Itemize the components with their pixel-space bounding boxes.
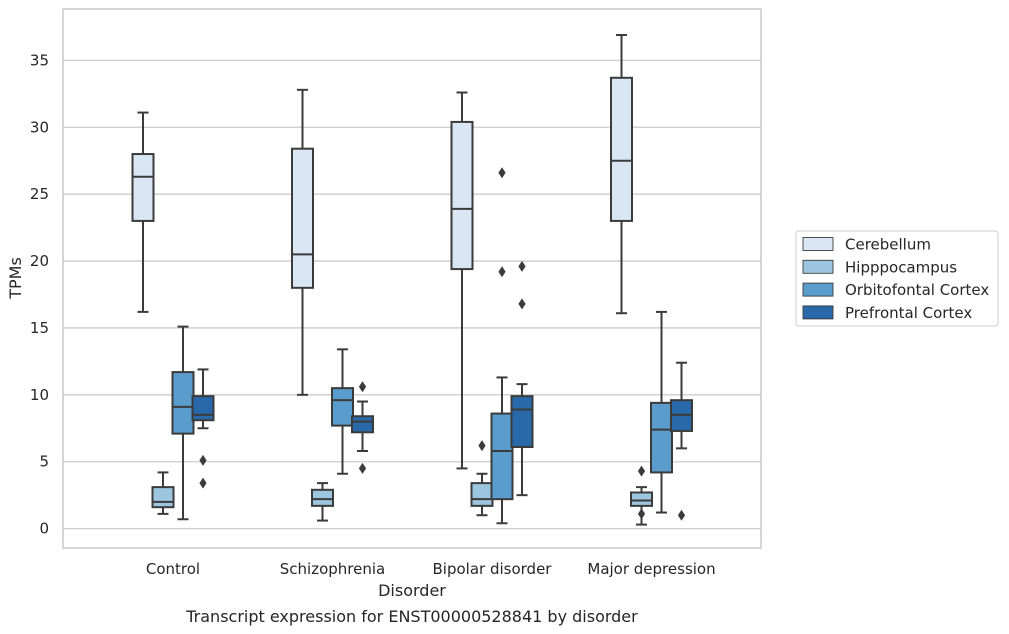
box-plot-series xyxy=(131,33,693,526)
series-hipppocampus xyxy=(151,440,653,526)
box-group xyxy=(650,310,673,514)
legend-label: Prefrontal Cortex xyxy=(845,304,972,322)
y-tick-label: 5 xyxy=(39,453,49,471)
legend-swatch xyxy=(802,305,834,320)
box-group xyxy=(470,440,494,517)
x-axis-ticks: Control Schizophrenia Bipolar disorder Majo… xyxy=(146,560,716,578)
outlier-point xyxy=(518,298,526,310)
legend-label: Orbitofontal Cortex xyxy=(845,281,989,299)
outlier-point xyxy=(677,509,686,521)
box-group xyxy=(670,361,693,521)
outlier-point xyxy=(199,454,207,466)
y-tick-label: 25 xyxy=(30,185,49,203)
x-axis-label: Disorder xyxy=(378,581,446,600)
y-tick-label: 0 xyxy=(39,520,49,538)
y-axis-ticks: 0 5 10 15 20 25 30 35 xyxy=(30,51,49,537)
box-group xyxy=(131,111,155,313)
legend-swatch xyxy=(802,237,834,251)
outlier-point xyxy=(358,462,367,474)
box-group xyxy=(191,368,215,489)
y-tick-label: 20 xyxy=(30,252,49,270)
y-axis-label: TPMs xyxy=(6,257,25,300)
box-group xyxy=(291,88,314,396)
legend: Cerebellum Hipppocampus Orbitofontal Corte… xyxy=(795,230,999,327)
box xyxy=(470,482,494,507)
x-tick-label: Major depression xyxy=(587,560,715,578)
series-cerebellum xyxy=(131,33,633,470)
outlier-point xyxy=(498,167,506,179)
y-tick-label: 15 xyxy=(30,319,49,337)
box xyxy=(490,412,514,501)
outlier-point xyxy=(637,465,646,477)
y-tick-label: 35 xyxy=(30,51,49,69)
y-tick-label: 10 xyxy=(30,386,49,404)
chart-title: Transcript expression for ENST0000052884… xyxy=(185,607,638,626)
legend-label: Hipppocampus xyxy=(845,258,957,276)
box xyxy=(510,395,534,448)
box-group xyxy=(510,260,534,497)
x-tick-label: Control xyxy=(146,560,200,578)
box xyxy=(291,147,314,289)
box-group xyxy=(490,167,514,525)
box xyxy=(630,491,653,507)
x-tick-label: Schizophrenia xyxy=(280,560,385,578)
box-group xyxy=(311,482,334,522)
box xyxy=(131,153,155,222)
outlier-point xyxy=(478,440,486,452)
box xyxy=(311,488,334,507)
series-orbitofontal-cortex xyxy=(171,167,673,525)
outlier-point xyxy=(637,508,646,520)
box xyxy=(171,371,195,435)
box-group xyxy=(630,465,653,526)
box-group xyxy=(610,33,633,315)
outlier-point xyxy=(518,260,526,272)
box-group xyxy=(151,471,175,515)
box-group xyxy=(351,381,374,474)
box xyxy=(610,76,633,222)
legend-swatch xyxy=(802,259,834,274)
x-tick-label: Bipolar disorder xyxy=(433,560,553,578)
legend-label: Cerebellum xyxy=(845,236,931,254)
box-group xyxy=(450,91,474,470)
box-group xyxy=(331,348,354,475)
series-prefrontal-cortex xyxy=(191,260,693,521)
box xyxy=(351,415,374,434)
box-group xyxy=(171,325,195,521)
legend-frame xyxy=(795,230,999,327)
y-tick-label: 30 xyxy=(30,118,49,136)
box xyxy=(331,387,354,427)
box xyxy=(450,120,474,271)
outlier-point xyxy=(358,381,367,393)
box xyxy=(191,395,215,422)
plot-frame xyxy=(62,8,762,549)
legend-swatch xyxy=(802,282,834,297)
outlier-point xyxy=(498,266,506,278)
outlier-point xyxy=(199,477,207,489)
box xyxy=(650,401,673,474)
box xyxy=(151,486,175,509)
